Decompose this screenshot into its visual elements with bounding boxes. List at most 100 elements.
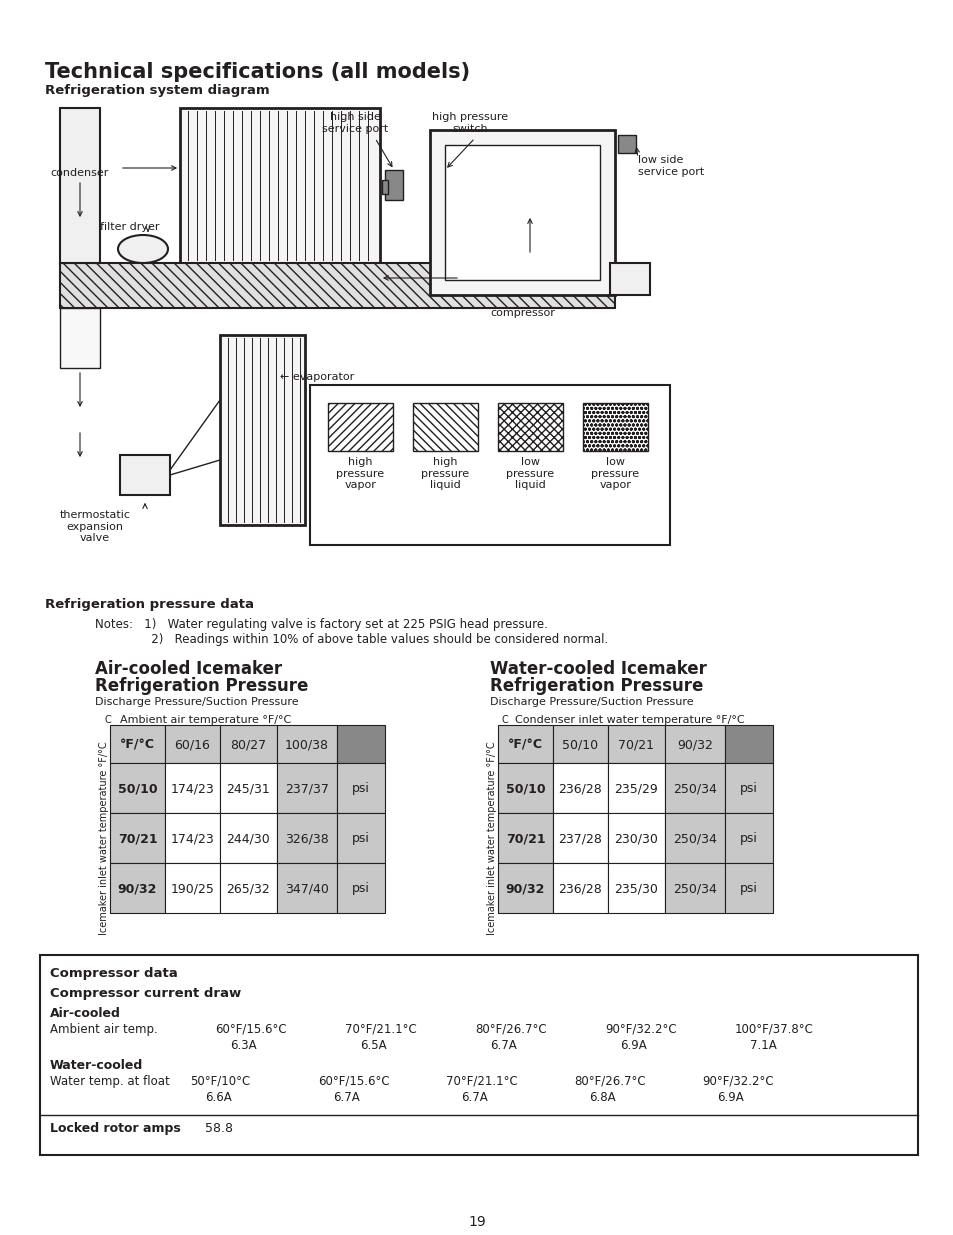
Bar (60, 263, 615, 308)
Bar (110, 725, 165, 763)
Text: high
pressure
vapor: high pressure vapor (336, 457, 384, 490)
Text: 90/32: 90/32 (677, 739, 712, 751)
Text: 250/34: 250/34 (673, 882, 717, 895)
Text: Icemaker inlet water temperature °F/°C: Icemaker inlet water temperature °F/°C (99, 741, 109, 935)
Text: Technical specifications (all models): Technical specifications (all models) (45, 62, 470, 82)
Text: psi: psi (352, 882, 370, 895)
Text: Water-cooled Icemaker: Water-cooled Icemaker (490, 659, 706, 678)
Text: 90/32: 90/32 (505, 882, 544, 895)
Text: 230/30: 230/30 (614, 832, 658, 845)
Text: C: C (501, 715, 508, 725)
Text: Refrigeration Pressure: Refrigeration Pressure (490, 677, 702, 695)
Text: psi: psi (740, 882, 757, 895)
Bar (220, 863, 276, 913)
Bar (276, 813, 336, 863)
Bar (60, 308, 100, 368)
Text: 60°F/15.6°C: 60°F/15.6°C (214, 1023, 286, 1036)
Bar (220, 335, 305, 525)
Text: low side
service port: low side service port (638, 156, 703, 177)
Bar (607, 863, 664, 913)
Bar (60, 107, 100, 263)
Text: psi: psi (352, 832, 370, 845)
Text: 100/38: 100/38 (285, 739, 329, 751)
Text: Icemaker inlet water temperature °F/°C: Icemaker inlet water temperature °F/°C (486, 741, 497, 935)
Text: 80°F/26.7°C: 80°F/26.7°C (475, 1023, 546, 1036)
Text: 174/23: 174/23 (171, 782, 214, 795)
Text: 90°F/32.2°C: 90°F/32.2°C (604, 1023, 676, 1036)
Bar (609, 263, 649, 295)
Bar (165, 763, 220, 813)
Text: compressor: compressor (490, 308, 555, 317)
Bar (664, 813, 724, 863)
Text: 236/28: 236/28 (558, 882, 601, 895)
Bar (165, 863, 220, 913)
Bar (336, 813, 385, 863)
Text: low
pressure
liquid: low pressure liquid (506, 457, 554, 490)
Text: 70°F/21.1°C: 70°F/21.1°C (345, 1023, 416, 1036)
Text: 70°F/21.1°C: 70°F/21.1°C (446, 1074, 517, 1088)
Text: 326/38: 326/38 (285, 832, 329, 845)
Bar (724, 813, 772, 863)
Text: 235/30: 235/30 (614, 882, 658, 895)
Text: 6.5A: 6.5A (359, 1039, 386, 1052)
Bar (444, 144, 599, 280)
Text: 90/32: 90/32 (117, 882, 157, 895)
Bar (724, 863, 772, 913)
Text: 80/27: 80/27 (231, 739, 266, 751)
Bar (724, 763, 772, 813)
Text: 250/34: 250/34 (673, 832, 717, 845)
Bar (220, 763, 276, 813)
Bar (276, 763, 336, 813)
Text: Compressor data: Compressor data (50, 967, 177, 981)
Text: 50°F/10°C: 50°F/10°C (190, 1074, 250, 1088)
Bar (110, 763, 165, 813)
Text: 174/23: 174/23 (171, 832, 214, 845)
Text: high pressure
switch: high pressure switch (432, 112, 508, 133)
Bar (430, 130, 615, 295)
Text: Discharge Pressure/Suction Pressure: Discharge Pressure/Suction Pressure (95, 697, 298, 706)
Bar (435, 170, 455, 210)
Text: 70/21: 70/21 (117, 832, 157, 845)
Text: 70/21: 70/21 (618, 739, 654, 751)
Text: 6.7A: 6.7A (460, 1091, 487, 1104)
Bar (607, 763, 664, 813)
Text: 7.1A: 7.1A (749, 1039, 776, 1052)
Text: C: C (105, 715, 112, 725)
Text: ← evaporator: ← evaporator (280, 372, 354, 382)
Bar (553, 725, 607, 763)
Text: 60/16: 60/16 (174, 739, 211, 751)
Text: Refrigeration Pressure: Refrigeration Pressure (95, 677, 308, 695)
Text: psi: psi (740, 832, 757, 845)
Text: Condenser inlet water temperature °F/°C: Condenser inlet water temperature °F/°C (515, 715, 744, 725)
Text: Water-cooled: Water-cooled (50, 1058, 143, 1072)
Bar (553, 863, 607, 913)
Text: 235/29: 235/29 (614, 782, 658, 795)
Text: 265/32: 265/32 (227, 882, 270, 895)
Text: Discharge Pressure/Suction Pressure: Discharge Pressure/Suction Pressure (490, 697, 693, 706)
Bar (497, 813, 553, 863)
Bar (553, 813, 607, 863)
Bar (385, 170, 402, 200)
Bar (381, 180, 388, 194)
Bar (413, 403, 477, 451)
Bar (664, 725, 724, 763)
Text: 90°F/32.2°C: 90°F/32.2°C (701, 1074, 773, 1088)
Bar (497, 725, 553, 763)
Text: 245/31: 245/31 (227, 782, 270, 795)
Text: 347/40: 347/40 (285, 882, 329, 895)
Bar (165, 725, 220, 763)
Text: thermostatic
expansion
valve: thermostatic expansion valve (59, 510, 131, 543)
Bar (664, 863, 724, 913)
Bar (618, 135, 636, 153)
Text: Notes:   1)   Water regulating valve is factory set at 225 PSIG head pressure.: Notes: 1) Water regulating valve is fact… (95, 618, 547, 631)
Text: 19: 19 (468, 1215, 485, 1229)
Text: 60°F/15.6°C: 60°F/15.6°C (317, 1074, 389, 1088)
Bar (220, 813, 276, 863)
Bar (336, 763, 385, 813)
Bar (276, 725, 336, 763)
Text: 6.7A: 6.7A (333, 1091, 359, 1104)
Text: 6.9A: 6.9A (717, 1091, 743, 1104)
Bar (607, 725, 664, 763)
Ellipse shape (118, 235, 168, 263)
Bar (180, 107, 379, 263)
